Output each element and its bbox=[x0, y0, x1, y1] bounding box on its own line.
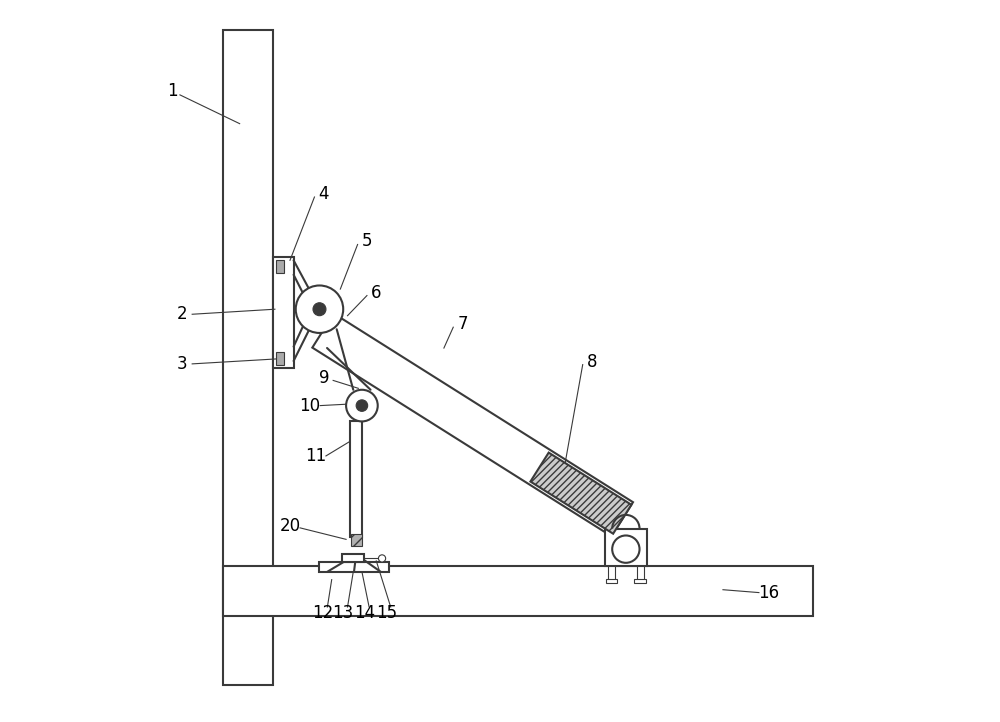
Bar bbox=[276, 352, 284, 365]
Bar bbox=[606, 579, 617, 583]
Circle shape bbox=[356, 400, 368, 412]
Polygon shape bbox=[312, 313, 633, 536]
Text: 12: 12 bbox=[312, 604, 333, 622]
Bar bbox=[634, 579, 646, 583]
Bar bbox=[637, 566, 644, 580]
Text: 7: 7 bbox=[457, 316, 468, 334]
Text: 14: 14 bbox=[354, 604, 375, 622]
Text: 6: 6 bbox=[371, 284, 382, 303]
Bar bbox=[223, 566, 813, 617]
Circle shape bbox=[378, 554, 386, 562]
Text: 20: 20 bbox=[279, 518, 301, 536]
Text: 9: 9 bbox=[319, 369, 329, 387]
Text: 3: 3 bbox=[177, 355, 187, 373]
Circle shape bbox=[612, 536, 640, 563]
Circle shape bbox=[313, 303, 326, 316]
Circle shape bbox=[296, 285, 343, 333]
Bar bbox=[342, 554, 364, 562]
Bar bbox=[605, 529, 647, 566]
Bar bbox=[350, 422, 362, 537]
Text: 8: 8 bbox=[587, 353, 597, 370]
Bar bbox=[276, 260, 284, 272]
Text: 5: 5 bbox=[362, 232, 372, 250]
Bar bbox=[223, 30, 273, 684]
Text: 4: 4 bbox=[319, 185, 329, 203]
Bar bbox=[351, 534, 362, 546]
Text: 16: 16 bbox=[758, 583, 779, 601]
Bar bbox=[273, 257, 294, 368]
Text: 10: 10 bbox=[300, 396, 321, 414]
Bar bbox=[319, 562, 389, 572]
Text: 15: 15 bbox=[376, 604, 397, 622]
Text: 1: 1 bbox=[167, 82, 178, 100]
Circle shape bbox=[346, 390, 378, 422]
Text: 2: 2 bbox=[177, 305, 187, 323]
Text: 11: 11 bbox=[305, 447, 327, 465]
Bar bbox=[608, 566, 615, 580]
Polygon shape bbox=[530, 453, 631, 534]
Text: 13: 13 bbox=[333, 604, 354, 622]
